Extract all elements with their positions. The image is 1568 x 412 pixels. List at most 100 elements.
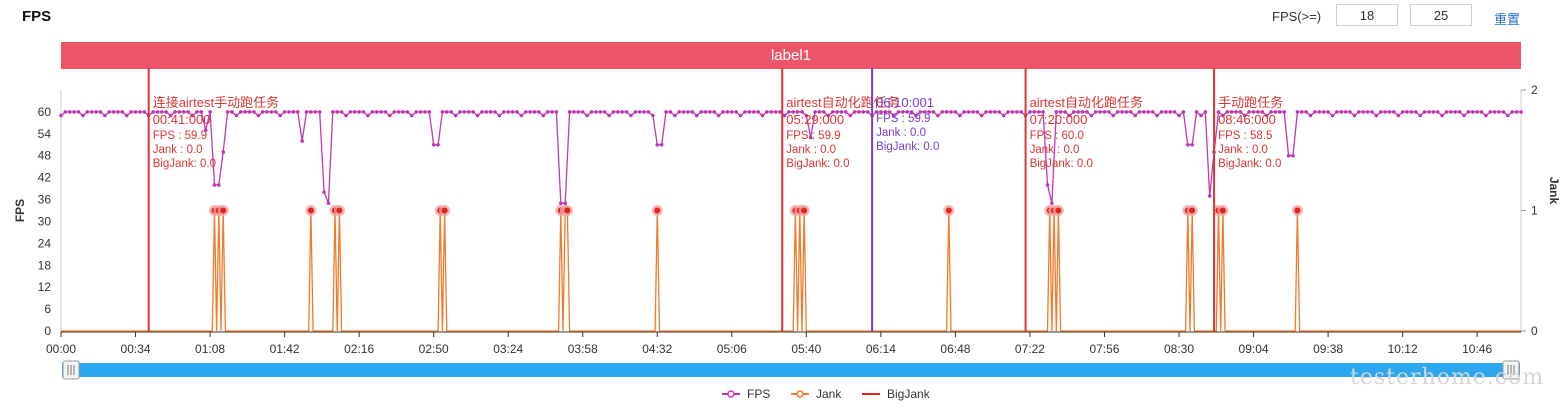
x-tick-label: 02:50 bbox=[419, 342, 449, 356]
annotation-3-jank: Jank : 0.0 bbox=[1030, 144, 1080, 156]
legend-jank-label[interactable]: Jank bbox=[816, 387, 842, 401]
fps-point bbox=[396, 110, 401, 114]
fps-point bbox=[1510, 110, 1515, 114]
fps-point bbox=[383, 110, 388, 114]
fps-point bbox=[1444, 110, 1449, 114]
fps-point bbox=[1374, 113, 1379, 118]
fps-point bbox=[616, 110, 620, 114]
fps-point bbox=[431, 142, 436, 147]
fps-point bbox=[388, 113, 392, 118]
x-tick-label: 00:34 bbox=[121, 342, 151, 356]
jank-point bbox=[1189, 207, 1196, 214]
fps-point bbox=[418, 110, 423, 114]
fps-point bbox=[1431, 110, 1436, 114]
fps-point bbox=[567, 110, 572, 114]
legend-jank-marker bbox=[796, 390, 804, 398]
fps-point bbox=[1067, 113, 1072, 118]
fps-point bbox=[1497, 110, 1501, 114]
fps-point bbox=[1330, 113, 1335, 118]
fps-point bbox=[1120, 110, 1124, 114]
fps-point bbox=[1032, 110, 1037, 114]
fps-point bbox=[1264, 113, 1269, 118]
fps-point bbox=[493, 110, 497, 114]
fps-point bbox=[751, 110, 756, 114]
annotation-4-fps: FPS : 58.5 bbox=[1218, 130, 1272, 142]
y-left-tick-label: 48 bbox=[38, 149, 52, 163]
fps-point bbox=[1304, 110, 1308, 114]
label-banner[interactable]: label1 bbox=[61, 42, 1521, 69]
range-slider-track bbox=[62, 363, 1520, 377]
fps-point bbox=[1036, 110, 1041, 114]
fps-point bbox=[922, 110, 927, 114]
fps-point bbox=[738, 113, 743, 118]
fps-point bbox=[756, 110, 760, 114]
chart-title: FPS bbox=[22, 8, 52, 25]
fps-point bbox=[423, 110, 427, 114]
fps-point bbox=[195, 110, 199, 114]
fps-threshold-low-input[interactable] bbox=[1336, 4, 1398, 26]
jank-point bbox=[1294, 207, 1301, 214]
fps-point bbox=[155, 110, 160, 114]
fps-point bbox=[642, 110, 646, 114]
reset-button[interactable]: 重置 bbox=[1494, 12, 1521, 27]
fps-point bbox=[637, 110, 642, 114]
fps-threshold-high-input[interactable] bbox=[1410, 4, 1472, 26]
fps-point bbox=[559, 201, 563, 205]
fps-point bbox=[1203, 110, 1208, 114]
fps-point bbox=[344, 113, 348, 118]
fps-point bbox=[151, 110, 155, 114]
fps-point bbox=[164, 110, 169, 114]
y-left-axis-label: FPS bbox=[13, 199, 27, 222]
fps-point bbox=[1326, 110, 1330, 114]
jank-point bbox=[654, 207, 661, 214]
fps-point bbox=[703, 110, 708, 114]
fps-point bbox=[203, 128, 208, 132]
fps-point bbox=[247, 110, 252, 114]
annotation-2-fps: FPS : 59.9 bbox=[786, 130, 840, 142]
fps-point bbox=[721, 110, 725, 114]
fps-point bbox=[484, 110, 489, 114]
fps-point bbox=[962, 110, 966, 114]
fps-point bbox=[541, 113, 546, 118]
fps-point bbox=[602, 110, 607, 114]
fps-point bbox=[1479, 110, 1484, 114]
fps-point bbox=[177, 110, 182, 114]
fps-point bbox=[374, 110, 379, 114]
fps-point bbox=[879, 110, 883, 114]
fps-point bbox=[186, 110, 190, 114]
legend-bigjank-label[interactable]: BigJank bbox=[887, 387, 931, 401]
fps-point bbox=[339, 110, 344, 114]
y-right-tick-label: 0 bbox=[1531, 324, 1538, 338]
fps-point bbox=[835, 110, 839, 114]
fps-point bbox=[532, 110, 537, 114]
fps-point bbox=[620, 110, 625, 114]
fps-point bbox=[1045, 183, 1050, 187]
fps-point bbox=[1413, 110, 1418, 114]
fps-point bbox=[230, 110, 234, 114]
annotation-3-bigjank: BigJank: 0.0 bbox=[1030, 158, 1093, 170]
fps-point bbox=[94, 110, 98, 114]
fps-point bbox=[1392, 110, 1396, 114]
fps-point bbox=[1484, 113, 1488, 118]
fps-point bbox=[1488, 110, 1493, 114]
fps-point bbox=[576, 110, 581, 114]
fps-point bbox=[1168, 110, 1173, 114]
fps-point bbox=[1190, 142, 1194, 147]
annotation-1-bigjank: BigJank: 0.0 bbox=[153, 158, 216, 170]
fps-point bbox=[1001, 113, 1006, 118]
jank-point bbox=[564, 207, 571, 214]
fps-point bbox=[502, 110, 506, 114]
fps-point bbox=[953, 110, 958, 114]
x-tick-label: 04:32 bbox=[642, 342, 672, 356]
fps-point bbox=[655, 142, 660, 147]
fps-point bbox=[278, 113, 283, 118]
fps-point bbox=[1440, 113, 1444, 118]
legend-fps-label[interactable]: FPS bbox=[747, 387, 770, 401]
fps-point bbox=[909, 110, 914, 114]
y-left-tick-label: 54 bbox=[38, 127, 52, 141]
fps-point bbox=[453, 113, 458, 118]
fps-point bbox=[1085, 110, 1089, 114]
fps-point bbox=[370, 110, 375, 114]
fps-point bbox=[260, 110, 265, 114]
fps-point bbox=[497, 113, 502, 118]
